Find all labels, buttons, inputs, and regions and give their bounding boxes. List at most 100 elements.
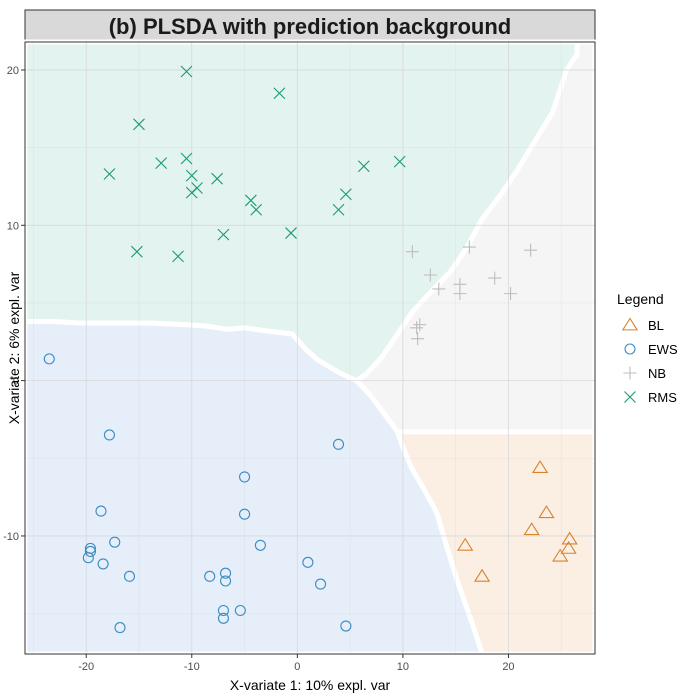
grid-lines [25,42,595,654]
point-rms [180,152,193,165]
point-nb [423,268,437,282]
point-bl [523,522,540,536]
point-ews [97,558,109,570]
legend-key-bl [621,317,639,331]
x-tick-label: -10 [184,661,200,673]
point-rms [217,228,230,241]
x-tick-label: 20 [502,661,514,673]
point-rms [273,87,286,100]
point-ews [234,604,246,617]
x-tick-label: -20 [78,661,94,673]
point-rms [133,118,145,131]
plot-panel [22,39,598,657]
point-nb [413,318,427,332]
legend-item-rms: RMS [624,390,677,405]
legend-item-bl: BL [621,317,664,333]
legend-label-ews: EWS [648,342,678,357]
point-nb [410,321,424,335]
point-ews [239,471,251,483]
point-ews [302,556,314,568]
point-rms [250,203,263,216]
point-nb [405,245,419,259]
series-nb [405,240,538,346]
point-rms [155,157,168,170]
point-rms [332,203,345,216]
point-bl [531,460,549,474]
legend: Legend BL EWS NB RMS [617,291,678,405]
legend-item-ews: EWS [624,342,678,357]
point-rms [172,250,184,263]
point-nb [411,332,425,346]
point-bl [560,540,577,554]
legend-key-ews [624,343,636,355]
chart-title: (b) PLSDA with prediction background [109,14,512,39]
point-ews [315,578,327,590]
point-nb [453,287,467,301]
x-axis-title: X-variate 1: 10% expl. var [230,677,391,693]
point-ews [217,604,229,617]
y-tick-label: 0 [13,376,19,388]
legend-key-nb [623,366,637,380]
point-rms [103,168,116,180]
x-axis-ticks: -20 -10 0 10 20 [78,654,515,673]
y-tick-label: 10 [7,220,19,232]
legend-label-nb: NB [648,366,666,381]
point-ews [123,570,136,582]
point-bl [473,568,491,582]
prediction-background [22,39,598,657]
y-tick-label: 20 [7,65,19,77]
series-ews [43,353,352,634]
point-rms [340,188,352,201]
point-ews [114,622,126,634]
point-rms [185,186,198,199]
panel-border [24,41,596,655]
y-tick-label: -10 [3,531,19,543]
y-axis-title: X-variate 2: 6% expl. var [6,271,22,424]
series-bl [457,460,578,582]
point-nb [524,243,538,257]
point-ews [254,539,266,551]
point-ews [220,567,232,579]
point-bl [561,531,578,545]
point-ews [84,545,96,558]
point-ews [43,353,55,365]
series-rms [103,65,406,263]
x-tick-label: 0 [294,661,300,673]
point-bl [457,537,474,551]
point-bl [552,548,569,562]
point-nb [432,282,446,296]
point-ews [332,438,345,450]
point-ews [340,620,352,632]
point-ews [103,429,115,441]
point-rms [357,160,370,173]
legend-title: Legend [617,291,664,307]
y-axis-ticks: -10 0 10 20 [3,65,25,543]
point-nb [504,287,518,301]
point-rms [185,169,198,182]
point-rms [285,227,297,239]
legend-items: BL EWS NB RMS [621,317,678,405]
title-strip [24,9,596,43]
point-ews [82,552,94,564]
point-rms [180,65,193,78]
point-rms [131,245,143,258]
point-ews [109,536,121,548]
point-rms [393,155,406,168]
point-nb [462,240,476,254]
legend-label-bl: BL [648,318,664,333]
point-bl [538,505,555,519]
data-points [43,65,578,634]
legend-key-rms [624,391,636,403]
point-ews [95,505,107,517]
x-tick-label: 10 [397,661,409,673]
point-nb [488,271,502,285]
point-rms [211,172,223,185]
legend-label-rms: RMS [648,390,677,405]
point-ews [220,575,232,587]
region-ews [22,319,485,657]
point-rms [245,194,257,207]
point-ews [217,612,229,624]
point-ews [239,508,251,520]
legend-item-nb: NB [623,366,666,381]
